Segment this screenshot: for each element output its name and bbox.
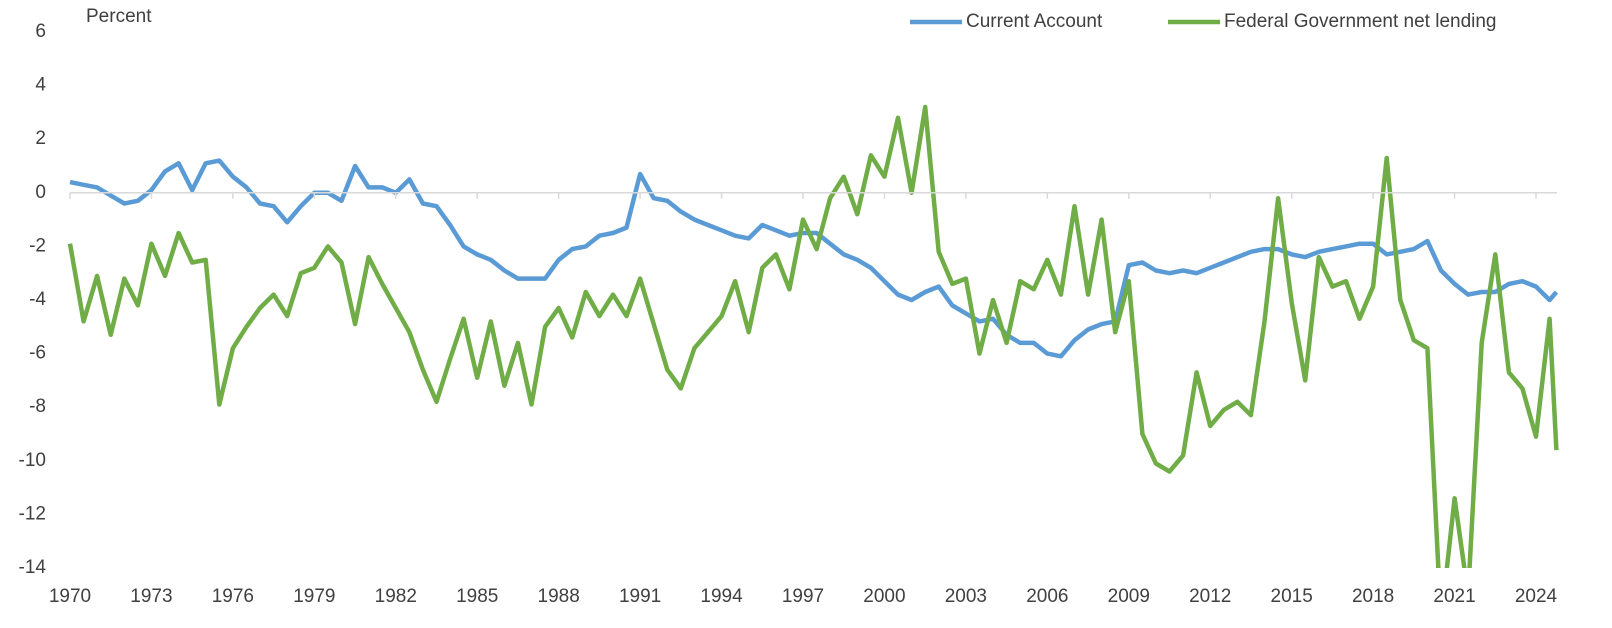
y-tick-label: -14	[19, 557, 47, 578]
x-tick-label: 2006	[1026, 586, 1068, 607]
y-tick-label: 0	[35, 182, 46, 203]
y-tick-label: -8	[29, 396, 46, 417]
x-tick-label: 2009	[1108, 586, 1150, 607]
y-tick-label: -2	[29, 235, 46, 256]
y-tick-label: -10	[19, 450, 46, 471]
x-tick-label: 1973	[130, 586, 172, 607]
x-tick-label: 2003	[945, 586, 987, 607]
x-tick-label: 1985	[456, 586, 498, 607]
y-tick-label: 2	[35, 128, 46, 149]
x-tick-label: 2000	[863, 586, 905, 607]
x-tick-label: 2015	[1271, 586, 1313, 607]
y-tick-label: -12	[19, 503, 46, 524]
x-tick-label: 1997	[782, 586, 824, 607]
x-tick-label: 2012	[1189, 586, 1231, 607]
plot-area	[67, 104, 1559, 568]
y-tick-label: 4	[35, 75, 46, 96]
x-tick-label: 1991	[619, 586, 661, 607]
x-tick-label: 1976	[212, 586, 254, 607]
y-axis-label: Percent	[86, 6, 152, 27]
x-tick-label: 2018	[1352, 586, 1394, 607]
x-tick-label: 1994	[700, 586, 743, 607]
x-tick-label: 1979	[293, 586, 335, 607]
x-tick-label: 2021	[1433, 586, 1475, 607]
y-tick-label: 6	[35, 21, 46, 42]
legend-label: Current Account	[966, 11, 1103, 32]
x-tick-label: 1970	[49, 586, 91, 607]
series-line	[69, 158, 1559, 359]
legend-label: Federal Government net lending	[1224, 11, 1497, 32]
y-tick-label: -6	[29, 343, 46, 364]
x-tick-label: 2024	[1515, 586, 1558, 607]
series-line	[67, 104, 1559, 568]
x-tick-label: 1988	[538, 586, 580, 607]
y-tick-label: -4	[29, 289, 46, 310]
x-tick-label: 1982	[375, 586, 417, 607]
